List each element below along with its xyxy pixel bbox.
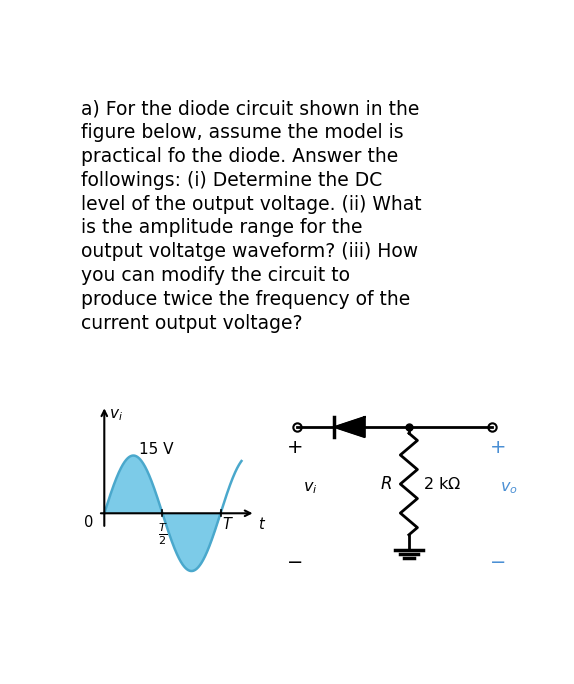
Text: level of the output voltage. (ii) What: level of the output voltage. (ii) What xyxy=(81,194,422,213)
Text: followings: (i) Determine the DC: followings: (i) Determine the DC xyxy=(81,170,382,189)
Text: $t$: $t$ xyxy=(258,516,266,531)
Text: a) For the diode circuit shown in the: a) For the diode circuit shown in the xyxy=(81,99,420,118)
Text: +: + xyxy=(490,438,506,457)
Text: $\frac{T}{2}$: $\frac{T}{2}$ xyxy=(158,521,167,547)
Text: 2 k$\Omega$: 2 k$\Omega$ xyxy=(423,476,461,492)
Text: 0: 0 xyxy=(84,515,94,530)
Text: 15 V: 15 V xyxy=(139,442,174,457)
Polygon shape xyxy=(335,417,364,437)
Text: produce twice the frequency of the: produce twice the frequency of the xyxy=(81,290,410,309)
Text: practical fo the diode. Answer the: practical fo the diode. Answer the xyxy=(81,147,398,166)
Text: figure below, assume the model is: figure below, assume the model is xyxy=(81,123,404,142)
Text: current output voltage?: current output voltage? xyxy=(81,314,302,333)
Text: +: + xyxy=(286,438,303,457)
Text: −: − xyxy=(287,553,303,573)
Text: $v_o$: $v_o$ xyxy=(499,481,517,497)
Text: $R$: $R$ xyxy=(380,475,392,493)
Text: $T$: $T$ xyxy=(222,516,234,531)
Text: $v_i$: $v_i$ xyxy=(302,481,317,497)
Text: output voltatge waveform? (iii) How: output voltatge waveform? (iii) How xyxy=(81,242,418,261)
Text: is the amplitude range for the: is the amplitude range for the xyxy=(81,218,363,237)
Text: you can modify the circuit to: you can modify the circuit to xyxy=(81,266,350,285)
Text: $v_i$: $v_i$ xyxy=(109,407,123,423)
Text: −: − xyxy=(490,553,506,573)
